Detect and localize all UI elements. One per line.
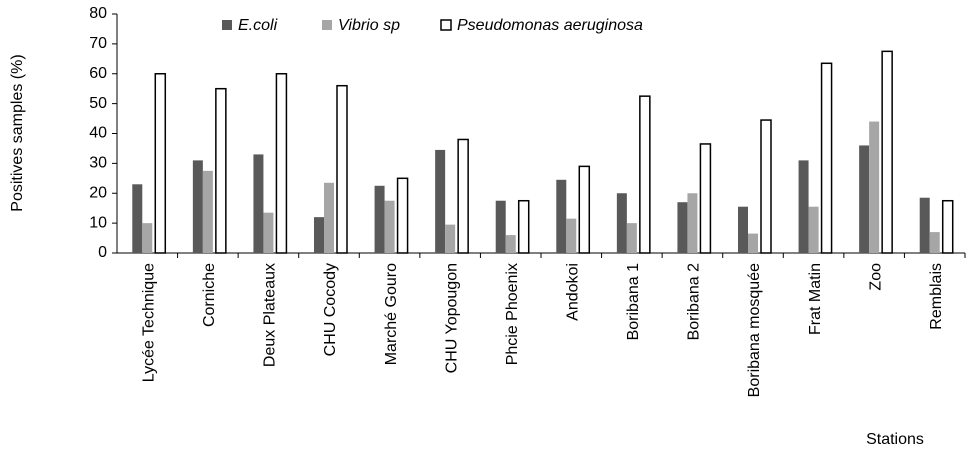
y-tick-label: 70 <box>89 35 107 52</box>
x-tick-label: Frat Matin <box>807 263 824 335</box>
bar <box>154 73 167 254</box>
x-tick-label: Phcie Phoenix <box>504 263 521 365</box>
x-tick-label: CHU Yopougon <box>443 263 460 373</box>
y-tick-label: 60 <box>89 65 107 82</box>
bar <box>192 160 203 253</box>
bar <box>336 84 348 254</box>
bar <box>263 212 274 253</box>
x-tick-label: Andokoi <box>565 263 582 321</box>
bar <box>215 87 227 254</box>
bar <box>566 218 577 253</box>
bar <box>578 165 591 254</box>
bar <box>396 177 409 254</box>
bar <box>859 145 870 253</box>
x-tick-label: Boribana 1 <box>625 263 642 340</box>
x-tick-label: Deux Plateaux <box>262 263 279 367</box>
legend-swatch <box>222 20 232 30</box>
bar <box>435 149 446 253</box>
legend-label: Pseudomonas aeruginosa <box>457 17 643 34</box>
bar <box>324 182 334 253</box>
y-tick-label: 40 <box>89 125 107 142</box>
bar <box>253 154 264 253</box>
bar <box>941 199 954 254</box>
bar <box>495 200 506 253</box>
bar <box>384 200 395 253</box>
bar <box>919 197 930 253</box>
y-tick-label: 20 <box>89 184 107 201</box>
x-tick-label: Corniche <box>201 263 218 327</box>
x-tick-label: Marché Gouro <box>383 263 400 365</box>
bar <box>556 179 567 253</box>
y-tick-label: 10 <box>89 214 107 231</box>
bar <box>639 95 651 254</box>
bar <box>314 217 324 253</box>
x-axis-label: Stations <box>866 431 924 448</box>
bar <box>760 119 772 254</box>
bar <box>881 50 893 254</box>
bar <box>132 184 143 253</box>
bar <box>275 73 288 254</box>
bar <box>738 206 748 253</box>
legend-label: E.coli <box>238 17 278 34</box>
bar <box>687 193 698 253</box>
bar <box>202 170 213 253</box>
bar <box>929 232 940 253</box>
bar <box>505 235 516 253</box>
bar <box>457 138 469 254</box>
legend-swatch <box>440 19 452 31</box>
bar <box>142 223 153 253</box>
bar <box>517 199 530 254</box>
bar <box>820 62 833 254</box>
x-tick-label: Boribana mosquée <box>746 263 763 397</box>
bar <box>699 143 712 254</box>
bar <box>626 223 637 253</box>
bar <box>869 121 880 253</box>
x-tick-label: Remblais <box>928 263 945 330</box>
y-tick-label: 0 <box>98 244 107 261</box>
bar <box>808 206 819 253</box>
bar <box>445 224 456 253</box>
y-axis-label: Positives samples (%) <box>9 54 26 211</box>
legend-label: Vibrio sp <box>338 17 400 34</box>
x-tick-label: Boribana 2 <box>686 263 703 340</box>
y-tick-label: 80 <box>89 5 107 22</box>
x-tick-label: Lycée Technique <box>141 263 158 382</box>
bar <box>374 185 385 253</box>
bar <box>798 160 809 253</box>
y-tick-label: 30 <box>89 155 107 172</box>
bar <box>677 202 688 253</box>
y-tick-label: 50 <box>89 95 107 112</box>
x-tick-label: CHU Cocody <box>322 263 339 356</box>
legend-swatch <box>322 20 332 30</box>
x-tick-label: Zoo <box>867 263 884 291</box>
bar <box>748 233 758 253</box>
bar <box>616 193 627 253</box>
